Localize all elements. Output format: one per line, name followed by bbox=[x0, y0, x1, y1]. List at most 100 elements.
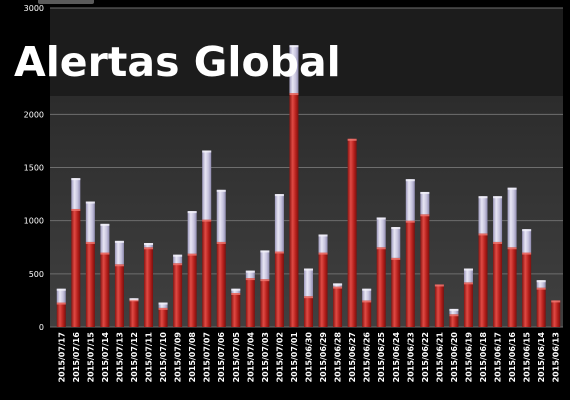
bar-cap bbox=[188, 254, 197, 256]
bar-segment bbox=[435, 284, 444, 327]
bar-cap bbox=[173, 255, 182, 257]
bar-segment bbox=[275, 252, 284, 327]
bar-segment bbox=[420, 192, 429, 214]
bar-segment bbox=[86, 242, 95, 327]
bar-cap bbox=[420, 192, 429, 194]
x-tick-label: 2015/07/03 bbox=[261, 332, 270, 382]
bar-segment bbox=[260, 279, 269, 327]
bar-cap bbox=[260, 250, 269, 252]
x-tick-label: 2015/07/07 bbox=[203, 332, 212, 382]
bar-segment bbox=[333, 287, 342, 327]
bar-segment bbox=[319, 234, 328, 252]
bar-cap bbox=[289, 93, 298, 95]
bar-cap bbox=[71, 209, 80, 211]
bar-segment bbox=[100, 253, 109, 327]
bar-cap bbox=[202, 220, 211, 222]
x-tick-label: 2015/06/14 bbox=[537, 332, 546, 383]
bar-segment bbox=[464, 269, 473, 283]
bar-cap bbox=[508, 247, 517, 249]
bar-cap bbox=[71, 178, 80, 180]
x-tick-label: 2015/07/17 bbox=[57, 332, 66, 382]
bar-cap bbox=[217, 242, 226, 244]
bar-cap bbox=[246, 271, 255, 273]
bar-cap bbox=[100, 253, 109, 255]
bar-cap bbox=[449, 314, 458, 316]
bar-cap bbox=[420, 214, 429, 216]
y-tick-label: 1000 bbox=[24, 217, 44, 226]
bar-segment bbox=[57, 303, 66, 327]
bar-segment bbox=[319, 253, 328, 327]
bar-cap bbox=[435, 284, 444, 286]
bar-cap bbox=[86, 202, 95, 204]
bar-cap bbox=[275, 194, 284, 196]
x-tick-label: 2015/06/13 bbox=[552, 332, 561, 382]
x-tick-label: 2015/06/25 bbox=[377, 332, 386, 383]
x-tick-label: 2015/07/09 bbox=[174, 332, 183, 383]
x-tick-label: 2015/07/10 bbox=[159, 332, 168, 383]
x-tick-label: 2015/06/20 bbox=[450, 332, 459, 383]
bar-segment bbox=[86, 202, 95, 242]
bar-segment bbox=[362, 300, 371, 327]
bar-cap bbox=[464, 269, 473, 271]
x-tick-label: 2015/07/05 bbox=[232, 332, 241, 383]
x-tick-label: 2015/06/15 bbox=[523, 332, 532, 383]
bar-segment bbox=[377, 247, 386, 327]
bar-cap bbox=[304, 269, 313, 271]
x-tick-label: 2015/07/02 bbox=[275, 332, 284, 382]
bar-cap bbox=[449, 309, 458, 311]
bar-segment bbox=[493, 242, 502, 327]
bar-segment bbox=[57, 289, 66, 303]
bar-cap bbox=[173, 263, 182, 265]
bar-segment bbox=[551, 300, 560, 327]
x-tick-label: 2015/07/15 bbox=[86, 332, 95, 383]
bar-segment bbox=[406, 179, 415, 220]
bar-cap bbox=[479, 196, 488, 198]
bar-segment bbox=[522, 253, 531, 327]
bar-cap bbox=[537, 288, 546, 290]
bar-cap bbox=[260, 279, 269, 281]
chart-title: Alertas Global bbox=[14, 38, 341, 86]
bar-segment bbox=[71, 178, 80, 209]
x-tick-label: 2015/06/30 bbox=[305, 332, 314, 383]
bar-cap bbox=[391, 258, 400, 260]
bar-segment bbox=[246, 278, 255, 327]
bar-cap bbox=[231, 289, 240, 291]
x-tick-label: 2015/07/13 bbox=[115, 332, 124, 382]
bar-cap bbox=[144, 247, 153, 249]
bar-cap bbox=[144, 243, 153, 245]
bar-segment bbox=[304, 296, 313, 327]
x-tick-label: 2015/06/22 bbox=[421, 332, 430, 382]
bar-cap bbox=[188, 211, 197, 213]
bar-segment bbox=[275, 194, 284, 251]
bar-segment bbox=[508, 188, 517, 248]
x-tick-label: 2015/06/24 bbox=[392, 332, 401, 383]
bar-segment bbox=[289, 93, 298, 327]
x-axis-ticks: 2015/07/17 2015/07/16 2015/07/15 2015/07/14… bbox=[57, 332, 560, 383]
bar-cap bbox=[115, 264, 124, 266]
x-tick-label: 2015/06/18 bbox=[479, 332, 488, 383]
bar-cap bbox=[159, 308, 168, 310]
x-tick-label: 2015/06/17 bbox=[494, 332, 503, 382]
bar-cap bbox=[319, 234, 328, 236]
bar-cap bbox=[202, 150, 211, 152]
bar-segment bbox=[231, 293, 240, 327]
x-tick-label: 2015/07/11 bbox=[145, 332, 154, 383]
bar-segment bbox=[71, 209, 80, 327]
bar-cap bbox=[129, 298, 138, 300]
bar-cap bbox=[246, 278, 255, 280]
bar-cap bbox=[86, 242, 95, 244]
bar-segment bbox=[100, 224, 109, 253]
bar-cap bbox=[57, 303, 66, 305]
x-tick-label: 2015/07/12 bbox=[130, 332, 139, 382]
bar-cap bbox=[377, 247, 386, 249]
bar-cap bbox=[508, 188, 517, 190]
bar-segment bbox=[217, 190, 226, 242]
bar-cap bbox=[333, 287, 342, 289]
bar-segment bbox=[115, 264, 124, 327]
bar-cap bbox=[319, 253, 328, 255]
bar-cap bbox=[551, 300, 560, 302]
bar-cap bbox=[275, 252, 284, 254]
bar-segment bbox=[144, 247, 153, 327]
bar-cap bbox=[479, 233, 488, 235]
